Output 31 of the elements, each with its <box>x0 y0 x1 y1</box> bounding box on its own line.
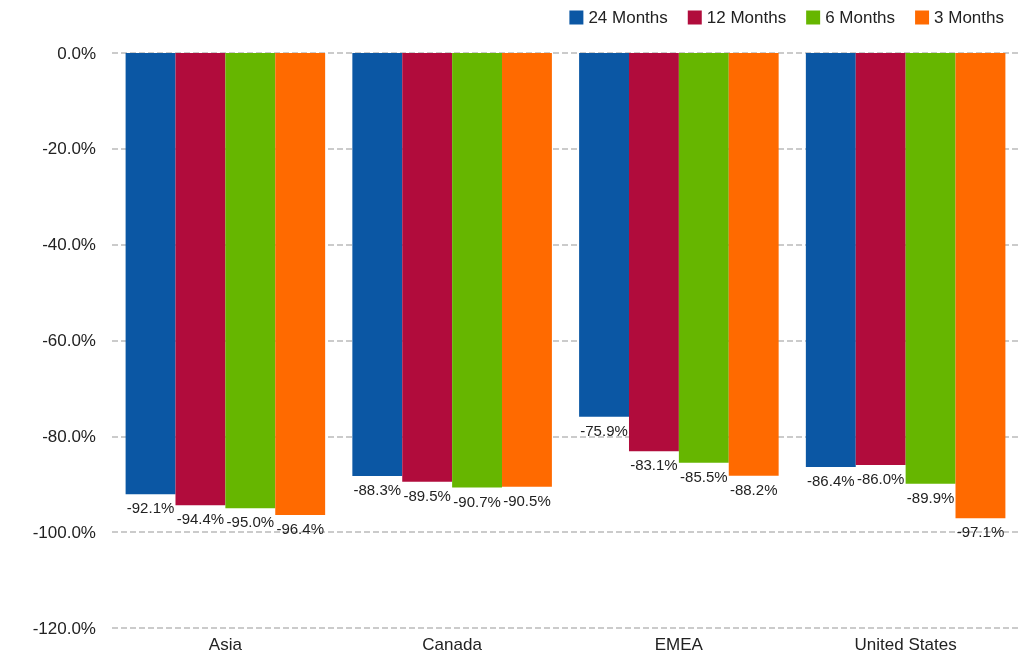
data-label: -97.1% <box>956 523 1005 541</box>
data-label: -89.5% <box>403 486 451 504</box>
legend-label: 6 Months <box>825 8 896 27</box>
y-tick-label: -120.0% <box>32 618 96 638</box>
y-tick-label: -20.0% <box>42 139 96 159</box>
y-tick-label: -40.0% <box>42 235 96 255</box>
x-tick-label: EMEA <box>654 635 704 654</box>
data-label: -90.5% <box>503 491 551 509</box>
x-tick-label: Asia <box>208 635 243 654</box>
x-tick-label: Canada <box>422 635 483 654</box>
data-label: -86.0% <box>856 470 905 488</box>
legend-label: 12 Months <box>706 8 787 27</box>
data-label: -75.9% <box>580 421 628 439</box>
data-label: -92.1% <box>126 499 175 517</box>
data-label: -96.4% <box>276 519 324 537</box>
x-tick-label: United States <box>854 635 957 654</box>
data-label: -88.2% <box>729 480 778 498</box>
data-label: -88.3% <box>353 481 402 499</box>
y-tick-label: -80.0% <box>42 426 96 446</box>
y-tick-label: -60.0% <box>42 331 96 350</box>
data-label: -94.4% <box>176 510 225 528</box>
legend-label: 24 Months <box>588 8 668 27</box>
y-tick-label: -100.0% <box>32 522 96 542</box>
legend-label: 3 Months <box>934 8 1005 27</box>
data-label: -95.0% <box>226 513 275 531</box>
data-label: -85.5% <box>680 467 728 485</box>
data-label: -89.9% <box>906 488 955 506</box>
data-label: -83.1% <box>630 456 678 474</box>
data-label: -86.4% <box>807 472 855 489</box>
data-label: -90.7% <box>453 492 501 510</box>
y-tick-label: 0.0% <box>57 43 96 63</box>
